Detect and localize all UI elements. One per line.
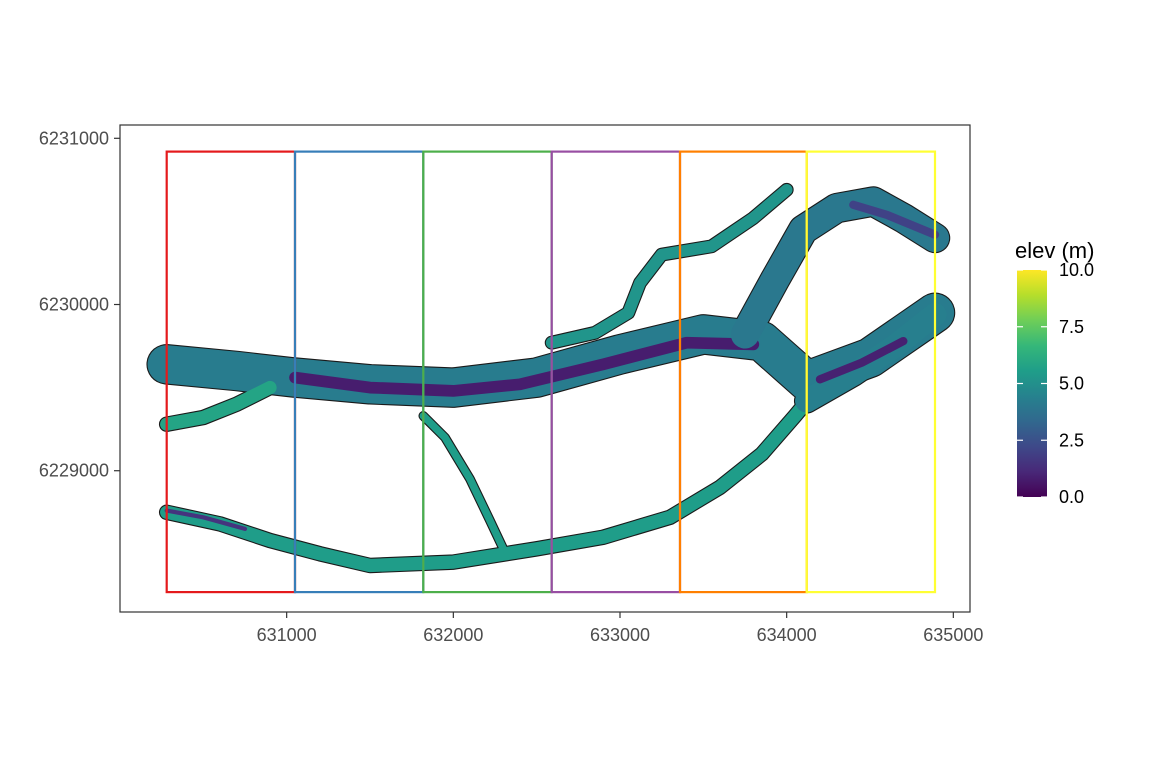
- upper-right-core: [849, 200, 940, 239]
- panel-frames: [165, 150, 937, 594]
- panel-6-frame: [805, 150, 937, 594]
- legend-tick-label: 7.5: [1059, 317, 1084, 337]
- y-tick-label: 6229000: [39, 461, 109, 481]
- legend-tick-label: 0.0: [1059, 487, 1084, 507]
- x-tick-label: 632000: [423, 625, 483, 645]
- axes: 631000 632000 633000 634000 635000 6229000 623…: [39, 128, 983, 645]
- east-lower-core: [815, 336, 908, 384]
- river-channels: [146, 182, 956, 574]
- upper-branch: [545, 183, 793, 349]
- x-tick-label: 631000: [257, 625, 317, 645]
- legend-tick-label: 5.0: [1059, 374, 1084, 394]
- y-tick-label: 6230000: [39, 295, 109, 315]
- south-channel-core: [164, 508, 248, 531]
- south-channel: [160, 389, 819, 573]
- x-tick-label: 633000: [590, 625, 650, 645]
- y-tick-label: 6231000: [39, 128, 109, 148]
- legend-tick-label: 2.5: [1059, 430, 1084, 450]
- legend-title: elev (m): [1015, 238, 1094, 263]
- west-inlet: [160, 380, 277, 431]
- x-tick-label: 635000: [923, 625, 983, 645]
- plot-frame: [119, 124, 971, 613]
- connector-mid: [419, 412, 508, 553]
- main-channel-north-core: [289, 336, 760, 397]
- legend-tick-label: 10.0: [1059, 260, 1094, 280]
- x-tick-label: 634000: [757, 625, 817, 645]
- legend: elev (m) 0.0 2.5 5.0 7.5 10.0: [1015, 238, 1094, 507]
